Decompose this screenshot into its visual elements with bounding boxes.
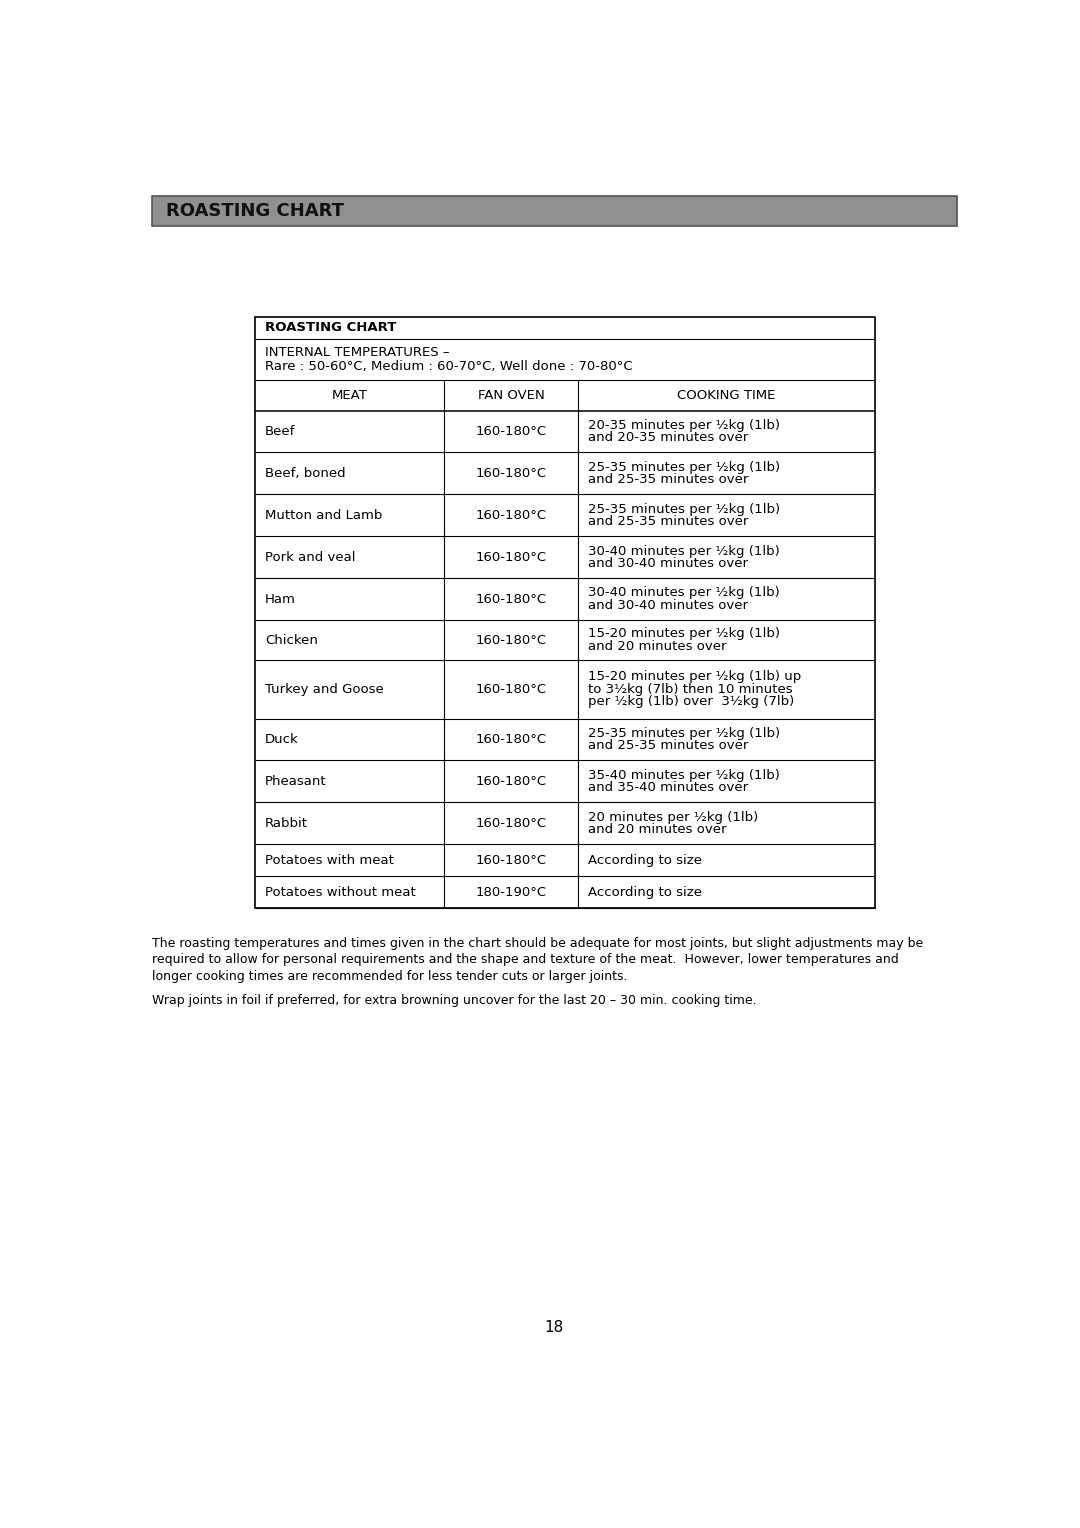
Text: longer cooking times are recommended for less tender cuts or larger joints.: longer cooking times are recommended for… (152, 970, 627, 983)
Text: Wrap joints in foil if preferred, for extra browning uncover for the last 20 – 3: Wrap joints in foil if preferred, for ex… (152, 995, 757, 1007)
Text: Ham: Ham (266, 593, 296, 607)
Bar (152, 196, 957, 226)
Text: 160-180°C: 160-180°C (475, 634, 546, 646)
Text: 160-180°C: 160-180°C (475, 593, 546, 607)
Text: 30-40 minutes per ½kg (1lb): 30-40 minutes per ½kg (1lb) (588, 544, 780, 558)
Text: and 30-40 minutes over: and 30-40 minutes over (588, 599, 747, 613)
Text: 180-190°C: 180-190°C (475, 886, 546, 898)
Text: and 30-40 minutes over: and 30-40 minutes over (588, 558, 747, 570)
Text: and 35-40 minutes over: and 35-40 minutes over (588, 781, 747, 795)
Text: and 25-35 minutes over: and 25-35 minutes over (588, 740, 748, 752)
Text: 160-180°C: 160-180°C (475, 854, 546, 866)
Text: and 25-35 minutes over: and 25-35 minutes over (588, 474, 748, 486)
Text: MEAT: MEAT (332, 388, 367, 402)
Text: 160-180°C: 160-180°C (475, 817, 546, 830)
Text: 18: 18 (544, 1320, 563, 1335)
Text: Potatoes with meat: Potatoes with meat (266, 854, 394, 866)
Text: Pork and veal: Pork and veal (266, 552, 355, 564)
Text: required to allow for personal requirements and the shape and texture of the mea: required to allow for personal requireme… (152, 953, 899, 966)
Text: and 25-35 minutes over: and 25-35 minutes over (588, 515, 748, 529)
Text: and 20 minutes over: and 20 minutes over (588, 640, 726, 652)
Text: and 20 minutes over: and 20 minutes over (588, 824, 726, 836)
Text: Turkey and Goose: Turkey and Goose (266, 683, 384, 695)
Text: Rare : 50-60°C, Medium : 60-70°C, Well done : 70-80°C: Rare : 50-60°C, Medium : 60-70°C, Well d… (266, 359, 633, 373)
Text: Mutton and Lamb: Mutton and Lamb (266, 509, 382, 523)
Text: to 3½kg (7lb) then 10 minutes: to 3½kg (7lb) then 10 minutes (588, 683, 793, 695)
Text: COOKING TIME: COOKING TIME (677, 388, 775, 402)
Text: Rabbit: Rabbit (266, 817, 308, 830)
Text: 30-40 minutes per ½kg (1lb): 30-40 minutes per ½kg (1lb) (588, 587, 780, 599)
Bar (255, 316, 875, 908)
Text: 160-180°C: 160-180°C (475, 733, 546, 746)
Text: per ½kg (1lb) over  3½kg (7lb): per ½kg (1lb) over 3½kg (7lb) (588, 695, 794, 709)
Text: 160-180°C: 160-180°C (475, 775, 546, 788)
Text: The roasting temperatures and times given in the chart should be adequate for mo: The roasting temperatures and times give… (152, 937, 923, 950)
Text: 25-35 minutes per ½kg (1lb): 25-35 minutes per ½kg (1lb) (588, 460, 780, 474)
Text: 35-40 minutes per ½kg (1lb): 35-40 minutes per ½kg (1lb) (588, 769, 780, 782)
Text: FAN OVEN: FAN OVEN (477, 388, 544, 402)
Text: Beef, boned: Beef, boned (266, 468, 346, 480)
Text: Chicken: Chicken (266, 634, 319, 646)
Text: 160-180°C: 160-180°C (475, 552, 546, 564)
Text: 20-35 minutes per ½kg (1lb): 20-35 minutes per ½kg (1lb) (588, 419, 780, 431)
Text: Beef: Beef (266, 425, 296, 439)
Text: INTERNAL TEMPERATURES –: INTERNAL TEMPERATURES – (266, 345, 449, 359)
Text: According to size: According to size (588, 854, 702, 866)
Text: 160-180°C: 160-180°C (475, 683, 546, 695)
Text: ROASTING CHART: ROASTING CHART (166, 202, 345, 220)
Text: Potatoes without meat: Potatoes without meat (266, 886, 416, 898)
Text: 160-180°C: 160-180°C (475, 425, 546, 439)
Text: 160-180°C: 160-180°C (475, 468, 546, 480)
Text: Duck: Duck (266, 733, 299, 746)
Text: 25-35 minutes per ½kg (1lb): 25-35 minutes per ½kg (1lb) (588, 503, 780, 515)
Text: and 20-35 minutes over: and 20-35 minutes over (588, 431, 747, 445)
Text: Pheasant: Pheasant (266, 775, 327, 788)
Text: 15-20 minutes per ½kg (1lb): 15-20 minutes per ½kg (1lb) (588, 628, 780, 640)
Text: 20 minutes per ½kg (1lb): 20 minutes per ½kg (1lb) (588, 810, 758, 824)
Text: 25-35 minutes per ½kg (1lb): 25-35 minutes per ½kg (1lb) (588, 727, 780, 740)
Text: 15-20 minutes per ½kg (1lb) up: 15-20 minutes per ½kg (1lb) up (588, 671, 801, 683)
Text: According to size: According to size (588, 886, 702, 898)
Text: 160-180°C: 160-180°C (475, 509, 546, 523)
Text: ROASTING CHART: ROASTING CHART (266, 321, 396, 335)
